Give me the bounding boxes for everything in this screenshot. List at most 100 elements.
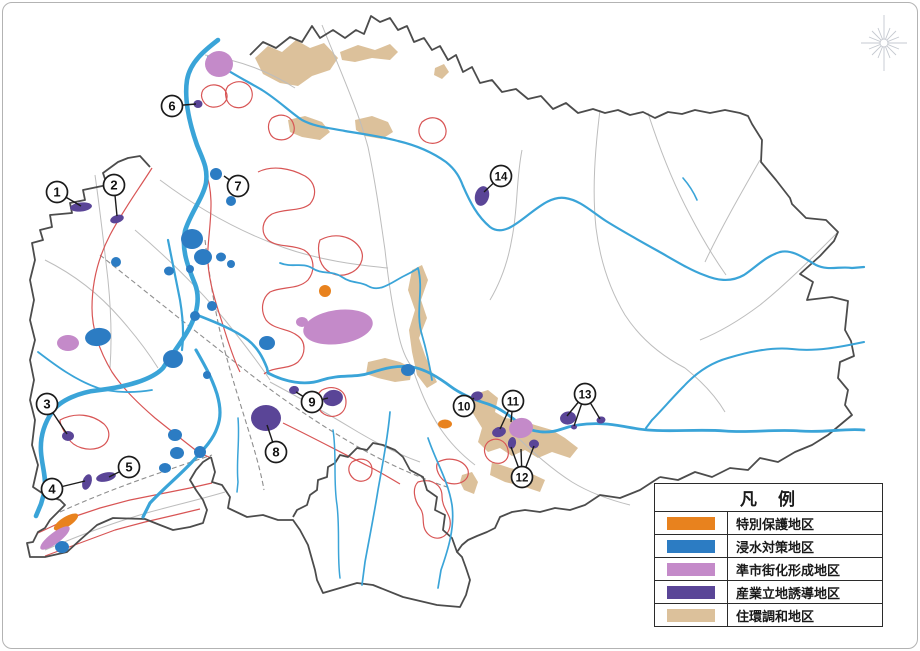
river: [236, 417, 240, 493]
marker-number-11: 11: [507, 397, 520, 409]
red-district-line: [204, 169, 241, 373]
zone-tan: [255, 40, 338, 86]
marker-number-14: 14: [495, 172, 508, 184]
legend-item-label: 準市街化形成地区: [736, 562, 841, 578]
marker-circle-3: [35, 392, 59, 416]
marker-number-12: 12: [516, 473, 529, 485]
marker-circle-2: [102, 173, 126, 197]
zone-flood-measures: [194, 446, 206, 458]
road-line: [699, 231, 839, 341]
marker-number-4: 4: [48, 482, 56, 497]
river: [332, 429, 341, 579]
zone-semi-urbanization: [296, 317, 308, 327]
legend-item-3: 産業立地誘導地区: [655, 580, 882, 603]
river: [166, 238, 185, 352]
river: [279, 262, 433, 381]
zone-flood-measures: [111, 257, 121, 267]
marker-number-7: 7: [234, 179, 241, 194]
zone-flood-measures: [186, 265, 194, 273]
zone-flood-measures: [163, 350, 183, 368]
zone-semi-urbanization: [205, 51, 233, 77]
zone-flood-measures: [216, 252, 226, 262]
marker-circle-10: [452, 394, 476, 418]
legend-item-label: 特別保護地区: [736, 516, 815, 532]
zone-tan: [340, 44, 398, 62]
zone-tan: [288, 116, 330, 140]
legend-color-swatch: [667, 539, 715, 553]
railway-line: [204, 239, 265, 491]
zone-industrial-guidance: [96, 472, 116, 482]
red-district-line: [224, 81, 253, 109]
city-boundary: [210, 456, 661, 608]
road-line: [159, 179, 389, 269]
zone-special-protection: [438, 419, 452, 429]
zone-industrial-guidance: [507, 437, 517, 449]
marker-circle-9: [300, 390, 324, 414]
red-district-line: [59, 414, 110, 450]
marker-number-2: 2: [110, 178, 117, 193]
road-line: [44, 259, 159, 369]
road-line: [684, 367, 726, 413]
zone-industrial-guidance: [110, 214, 124, 224]
zone-tan: [366, 358, 412, 382]
zone-flood-measures: [181, 229, 203, 249]
marker-circle-12: [510, 465, 534, 489]
marker-number-10: 10: [458, 402, 471, 414]
marker-number-1: 1: [53, 185, 60, 200]
railway-line: [59, 454, 213, 513]
zone-flood-measures: [401, 364, 415, 376]
marker-circle-11: [501, 389, 525, 413]
marker-circle-5: [117, 455, 141, 479]
river: [427, 437, 454, 589]
red-district-line: [436, 458, 469, 485]
marker-number-8: 8: [272, 445, 279, 460]
red-district-line: [483, 438, 509, 464]
legend-item-label: 浸水対策地区: [736, 539, 815, 555]
city-boundary: [249, 15, 855, 481]
legend-swatch-cell: [655, 512, 728, 534]
zone-semi-urbanization: [509, 417, 533, 439]
marker-number-3: 3: [43, 397, 50, 412]
zone-flood-measures: [85, 327, 111, 347]
marker-circle-13: [573, 382, 597, 406]
city-boundary: [292, 442, 458, 553]
zone-special-protection: [319, 285, 331, 297]
red-district-line: [267, 114, 295, 141]
zone-semi-urbanization: [57, 335, 79, 351]
river: [33, 37, 221, 519]
road-line: [593, 109, 686, 369]
zone-tan: [434, 64, 449, 79]
zone-industrial-guidance: [529, 439, 539, 449]
north-arrow-icon: [879, 38, 889, 48]
red-district-line: [348, 458, 373, 482]
zone-industrial-guidance: [492, 426, 506, 438]
legend-swatch-cell: [655, 558, 728, 580]
road-line: [489, 149, 523, 301]
zone-industrial-guidance: [571, 424, 577, 430]
marker-circle-14: [489, 164, 513, 188]
red-district-line: [317, 235, 363, 276]
road-line: [94, 174, 112, 369]
zone-industrial-guidance: [251, 405, 281, 431]
river: [195, 313, 270, 375]
zone-semi-urbanization: [303, 309, 373, 345]
marker-circle-6: [160, 94, 184, 118]
legend: 凡 例 特別保護地区 浸水対策地区 準市街化形成地区 産業立地誘導地区 住環調和地区: [654, 483, 883, 627]
zone-flood-measures: [170, 447, 184, 459]
marker-number-5: 5: [125, 460, 132, 475]
river: [206, 55, 465, 188]
red-district-line: [418, 117, 447, 144]
zone-flood-measures: [164, 266, 174, 276]
road-line: [509, 429, 631, 506]
legend-color-swatch: [667, 608, 715, 622]
zone-flood-measures: [159, 463, 171, 473]
road-line: [269, 381, 421, 463]
red-district-line: [257, 167, 316, 375]
red-district-line: [282, 422, 401, 485]
zone-industrial-guidance: [62, 431, 74, 441]
river: [37, 351, 153, 393]
legend-item-label: 産業立地誘導地区: [736, 585, 841, 601]
marker-circle-1: [45, 180, 69, 204]
red-district-line: [413, 480, 451, 539]
river: [141, 348, 222, 519]
